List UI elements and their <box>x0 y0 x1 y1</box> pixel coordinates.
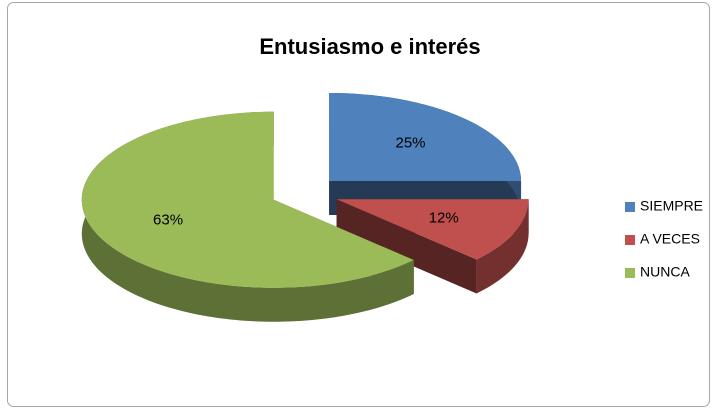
slice-rim <box>476 199 529 294</box>
slice-wall <box>336 199 477 294</box>
legend-label: SIEMPRE <box>640 198 703 214</box>
legend-label: NUNCA <box>640 264 690 280</box>
data-label: 63% <box>153 212 183 229</box>
data-labels: 25% 12% 63% <box>153 135 459 229</box>
slice-rim <box>81 111 414 322</box>
legend-swatch <box>625 202 635 212</box>
data-label: 25% <box>395 135 425 152</box>
legend: SIEMPRE A VECES NUNCA <box>625 198 703 280</box>
data-label: 12% <box>429 210 459 227</box>
legend-swatch <box>625 235 635 245</box>
legend-label: A VECES <box>640 231 700 247</box>
slice <box>81 111 414 288</box>
legend-swatch <box>625 268 635 278</box>
pie-tops <box>81 92 529 288</box>
chart-title: Entusiasmo e interés <box>259 34 480 59</box>
slice <box>336 199 529 260</box>
slice <box>329 92 522 181</box>
